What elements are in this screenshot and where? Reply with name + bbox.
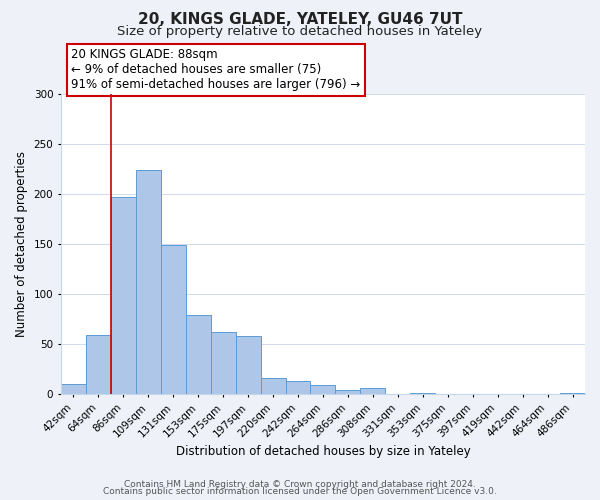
Bar [186,316,211,394]
Bar [136,170,161,394]
Text: 20 KINGS GLADE: 88sqm
← 9% of detached houses are smaller (75)
91% of semi-detac: 20 KINGS GLADE: 88sqm ← 9% of detached h… [71,48,361,92]
Text: Contains public sector information licensed under the Open Government Licence v3: Contains public sector information licen… [103,488,497,496]
Bar [260,378,286,394]
Text: Contains HM Land Registry data © Crown copyright and database right 2024.: Contains HM Land Registry data © Crown c… [124,480,476,489]
Bar [61,384,86,394]
Bar [86,336,111,394]
Y-axis label: Number of detached properties: Number of detached properties [15,152,28,338]
Bar [211,332,236,394]
Bar [361,388,385,394]
Text: Size of property relative to detached houses in Yateley: Size of property relative to detached ho… [118,25,482,38]
X-axis label: Distribution of detached houses by size in Yateley: Distribution of detached houses by size … [176,444,470,458]
Bar [286,382,310,394]
Bar [310,386,335,394]
Bar [236,336,260,394]
Bar [161,246,186,394]
Bar [335,390,361,394]
Text: 20, KINGS GLADE, YATELEY, GU46 7UT: 20, KINGS GLADE, YATELEY, GU46 7UT [138,12,462,28]
Bar [111,198,136,394]
